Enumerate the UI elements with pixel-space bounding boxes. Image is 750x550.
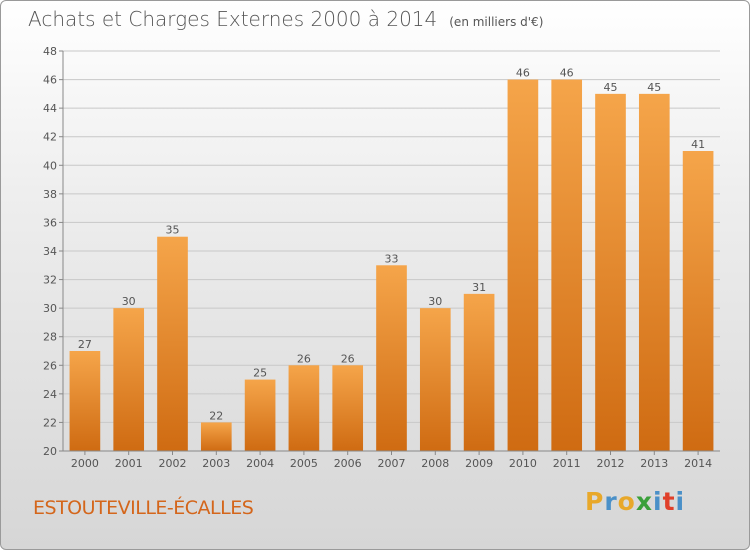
bar-2012 xyxy=(595,93,626,451)
x-tick-label: 2010 xyxy=(509,457,537,470)
y-tick-label: 38 xyxy=(43,188,57,201)
logo-letter: i xyxy=(653,487,663,516)
bar-value-label: 30 xyxy=(122,295,136,308)
x-tick-label: 2003 xyxy=(202,457,230,470)
bar-2004 xyxy=(244,379,276,451)
logo-letter: i xyxy=(675,487,686,516)
y-tick-label: 46 xyxy=(43,74,57,87)
bar-value-label: 45 xyxy=(647,81,661,94)
bar-2003 xyxy=(200,422,232,451)
logo-letter: o xyxy=(617,487,636,516)
bar-2002 xyxy=(157,236,188,451)
bar-2007 xyxy=(376,265,407,451)
y-tick-label: 26 xyxy=(43,359,57,372)
bar-2001 xyxy=(113,308,145,451)
bar-2008 xyxy=(419,308,451,451)
bar-2006 xyxy=(332,365,364,451)
x-tick-label: 2007 xyxy=(378,457,406,470)
x-tick-label: 2006 xyxy=(334,457,362,470)
y-tick-label: 44 xyxy=(43,102,57,115)
bar-value-label: 31 xyxy=(472,281,486,294)
y-tick-label: 36 xyxy=(43,216,57,229)
bar-value-label: 27 xyxy=(78,338,92,351)
y-tick-label: 22 xyxy=(43,416,57,429)
x-tick-label: 2008 xyxy=(421,457,449,470)
x-tick-label: 2009 xyxy=(465,457,493,470)
x-tick-label: 2013 xyxy=(640,457,668,470)
y-tick-label: 28 xyxy=(43,331,57,344)
bar-2000 xyxy=(69,351,101,451)
bar-value-label: 25 xyxy=(253,367,267,380)
x-tick-label: 2001 xyxy=(115,457,143,470)
chart-title-block: Achats et Charges Externes 2000 à 2014 (e… xyxy=(28,7,543,31)
bar-value-label: 46 xyxy=(560,67,574,80)
y-tick-label: 24 xyxy=(43,388,57,401)
bar-value-label: 46 xyxy=(516,67,530,80)
y-tick-label: 42 xyxy=(43,131,57,144)
chart-title: Achats et Charges Externes 2000 à 2014 xyxy=(28,7,438,31)
bar-2013 xyxy=(638,93,670,451)
town-name: ESTOUTEVILLE-ÉCALLES xyxy=(33,497,254,519)
bars: 27 30 35 22 25 26 26 33 30 31 46 46 45 45 41 xyxy=(69,67,714,452)
bar-2014 xyxy=(682,151,714,451)
chart-unit: (en milliers d'€) xyxy=(449,15,544,29)
logo-letter: x xyxy=(635,487,653,516)
bar-value-label: 22 xyxy=(209,409,223,422)
x-axis: 2000 2001 2002 2003 2004 2005 2006 2007 2008 2009… xyxy=(63,450,720,470)
bar-value-label: 35 xyxy=(166,224,180,237)
bar-value-label: 26 xyxy=(341,352,355,365)
x-tick-label: 2002 xyxy=(159,457,187,470)
y-tick-label: 30 xyxy=(43,302,57,315)
bar-value-label: 41 xyxy=(691,138,705,151)
bar-2009 xyxy=(463,293,495,451)
x-tick-label: 2014 xyxy=(684,457,712,470)
bar-value-label: 45 xyxy=(604,81,618,94)
y-tick-label: 40 xyxy=(43,159,57,172)
proxiti-logo: Proxiti xyxy=(585,487,685,516)
x-tick-label: 2005 xyxy=(290,457,318,470)
x-tick-label: 2000 xyxy=(71,457,99,470)
y-tick-label: 34 xyxy=(43,245,57,258)
x-tick-label: 2012 xyxy=(597,457,625,470)
x-tick-label: 2011 xyxy=(553,457,581,470)
logo-letter: r xyxy=(604,487,618,516)
bar-value-label: 30 xyxy=(428,295,442,308)
bar-value-label: 26 xyxy=(297,352,311,365)
y-tick-label: 48 xyxy=(43,45,57,58)
x-tick-label: 2004 xyxy=(246,457,274,470)
y-tick-label: 32 xyxy=(43,274,57,287)
logo-letter: t xyxy=(662,487,676,516)
y-axis: 20 22 24 26 28 30 32 34 36 38 40 42 44 46 48 xyxy=(43,45,64,458)
logo-letter: P xyxy=(585,487,605,516)
bar-2011 xyxy=(551,79,583,452)
bar-value-label: 33 xyxy=(385,252,399,265)
bar-2005 xyxy=(288,365,320,451)
y-tick-label: 20 xyxy=(43,445,57,458)
bar-2010 xyxy=(507,79,539,452)
